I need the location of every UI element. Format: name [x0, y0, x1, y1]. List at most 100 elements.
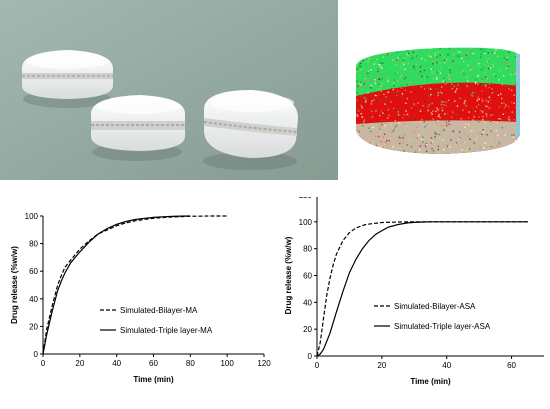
- render-particle: [399, 48, 401, 50]
- render-particle: [398, 109, 400, 111]
- render-particle: [365, 122, 368, 124]
- render-particle: [432, 73, 434, 75]
- render-particle: [472, 119, 474, 121]
- render-particle: [480, 53, 482, 55]
- render-particle: [376, 146, 378, 149]
- render-particle: [441, 101, 443, 103]
- render-particle: [384, 125, 386, 127]
- render-particle: [514, 55, 517, 58]
- render-particle: [433, 104, 435, 107]
- render-particle: [365, 51, 367, 53]
- render-particle: [432, 118, 434, 120]
- render-particle: [393, 91, 396, 94]
- render-particle: [437, 145, 440, 148]
- render-particle: [402, 117, 404, 119]
- render-particle: [430, 155, 431, 156]
- render-particle: [509, 139, 511, 141]
- render-particle: [377, 84, 379, 86]
- render-particle: [501, 127, 504, 129]
- render-particle: [437, 109, 439, 111]
- render-particle: [381, 151, 384, 153]
- render-particle: [445, 120, 447, 122]
- ma-chart-y-tick-label: 100: [25, 212, 39, 221]
- asa-chart-y-tick-label: 0: [308, 352, 313, 361]
- render-particle: [460, 68, 462, 70]
- render-particle: [356, 80, 358, 82]
- render-particle: [492, 66, 495, 68]
- ma-chart-y-tick-label: 60: [29, 267, 38, 276]
- render-particle: [441, 92, 443, 94]
- render-particle: [439, 117, 441, 120]
- render-particle: [490, 89, 492, 92]
- render-particle: [467, 148, 469, 150]
- render-particle: [455, 46, 456, 47]
- render-particle: [384, 120, 387, 122]
- render-particle: [465, 123, 467, 125]
- render-particle: [443, 156, 444, 157]
- render-particle: [440, 155, 441, 156]
- render-particle: [509, 152, 511, 154]
- render-particle: [497, 55, 499, 58]
- render-particle: [361, 127, 363, 129]
- render-particle: [376, 141, 378, 143]
- render-particle: [471, 91, 473, 93]
- render-particle: [360, 105, 363, 107]
- render-particle: [443, 129, 445, 131]
- render-particle: [375, 80, 378, 82]
- render-particle: [401, 84, 403, 87]
- render-particle: [498, 118, 500, 120]
- render-particle: [369, 130, 372, 133]
- render-particle: [414, 104, 416, 107]
- render-particle: [493, 51, 495, 53]
- render-particle: [370, 103, 373, 105]
- render-particle: [385, 55, 387, 57]
- render-particle: [388, 140, 390, 142]
- render-particle: [470, 132, 472, 134]
- render-particle: [513, 94, 515, 96]
- asa-chart-y-tick-label: 20: [303, 325, 312, 334]
- render-particle: [406, 113, 409, 116]
- render-particle: [473, 115, 475, 118]
- render-particle: [442, 80, 444, 82]
- render-particle: [356, 149, 358, 151]
- render-particle: [379, 72, 381, 75]
- ma-chart-x-axis-title: Time (min): [133, 375, 174, 384]
- render-particle: [376, 88, 378, 91]
- render-particle: [416, 137, 418, 139]
- render-particle: [469, 148, 471, 150]
- render-particle: [518, 47, 519, 49]
- render-particle: [403, 63, 405, 66]
- render-particle: [378, 128, 381, 131]
- render-particle: [494, 98, 497, 100]
- render-particle: [406, 72, 409, 75]
- render-particle: [407, 55, 409, 57]
- render-particle: [434, 125, 436, 128]
- render-particle: [478, 62, 480, 65]
- render-particle: [364, 86, 366, 88]
- render-particle: [361, 106, 363, 109]
- asa-chart-x-axis-title: Time (min): [410, 377, 451, 386]
- render-particle: [377, 65, 380, 68]
- render-particle: [467, 64, 469, 66]
- render-particle: [445, 143, 448, 146]
- render-particle: [386, 52, 388, 54]
- render-particle: [501, 83, 504, 86]
- render-particle: [387, 87, 389, 89]
- render-particle: [466, 76, 468, 79]
- render-particle: [448, 78, 450, 80]
- render-particle: [485, 124, 487, 126]
- render-particle: [394, 119, 396, 122]
- render-particle: [498, 142, 500, 144]
- render-particle: [362, 67, 364, 69]
- render-particle: [360, 81, 362, 83]
- render-particle: [454, 67, 456, 69]
- render-particle: [473, 153, 476, 154]
- render-particle: [357, 115, 359, 117]
- render-particle: [396, 59, 398, 61]
- render-particle: [374, 99, 377, 102]
- render-particle: [400, 95, 402, 97]
- render-particle: [472, 92, 474, 94]
- tablets-photo: [0, 0, 338, 180]
- render-particle: [412, 153, 415, 154]
- render-particle: [452, 50, 454, 52]
